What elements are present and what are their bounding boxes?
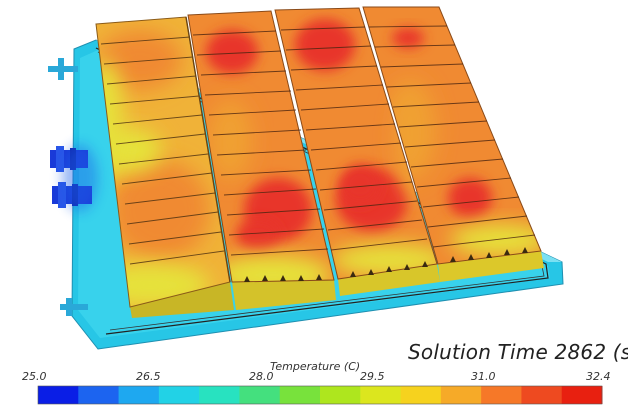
legend-color-swatch <box>440 386 482 404</box>
legend-tick-label: 25.0 <box>22 370 47 383</box>
legend-tick-label: 28.0 <box>249 370 274 383</box>
legend-color-swatch <box>521 386 563 404</box>
legend-color-swatch <box>239 386 281 404</box>
temperature-legend-colorbar <box>37 385 603 405</box>
legend-color-swatch <box>481 386 522 404</box>
legend-color-swatch <box>279 386 321 404</box>
legend-color-swatch <box>78 386 120 404</box>
legend-color-swatch <box>561 386 603 404</box>
pipe-top-icon <box>48 58 78 80</box>
legend-color-swatch <box>400 386 442 404</box>
pipe-bottom-icon <box>60 298 88 316</box>
legend-tick-label: 32.4 <box>586 370 611 383</box>
legend-color-swatch <box>38 386 79 404</box>
legend-color-swatch <box>118 386 160 404</box>
legend-border <box>37 385 603 405</box>
legend-tick-label: 26.5 <box>136 370 161 383</box>
legend-color-swatch <box>158 386 200 404</box>
coolant-pipes <box>48 58 98 316</box>
legend-tick-label: 31.0 <box>471 370 496 383</box>
legend-tick-label: 29.5 <box>360 370 385 383</box>
solution-time-label: Solution Time 2862 (s <box>408 340 628 364</box>
legend-color-swatch <box>320 386 361 404</box>
legend-title: Temperature (C) <box>270 360 361 373</box>
legend-color-swatch <box>199 386 240 404</box>
legend-color-swatch <box>360 386 402 404</box>
